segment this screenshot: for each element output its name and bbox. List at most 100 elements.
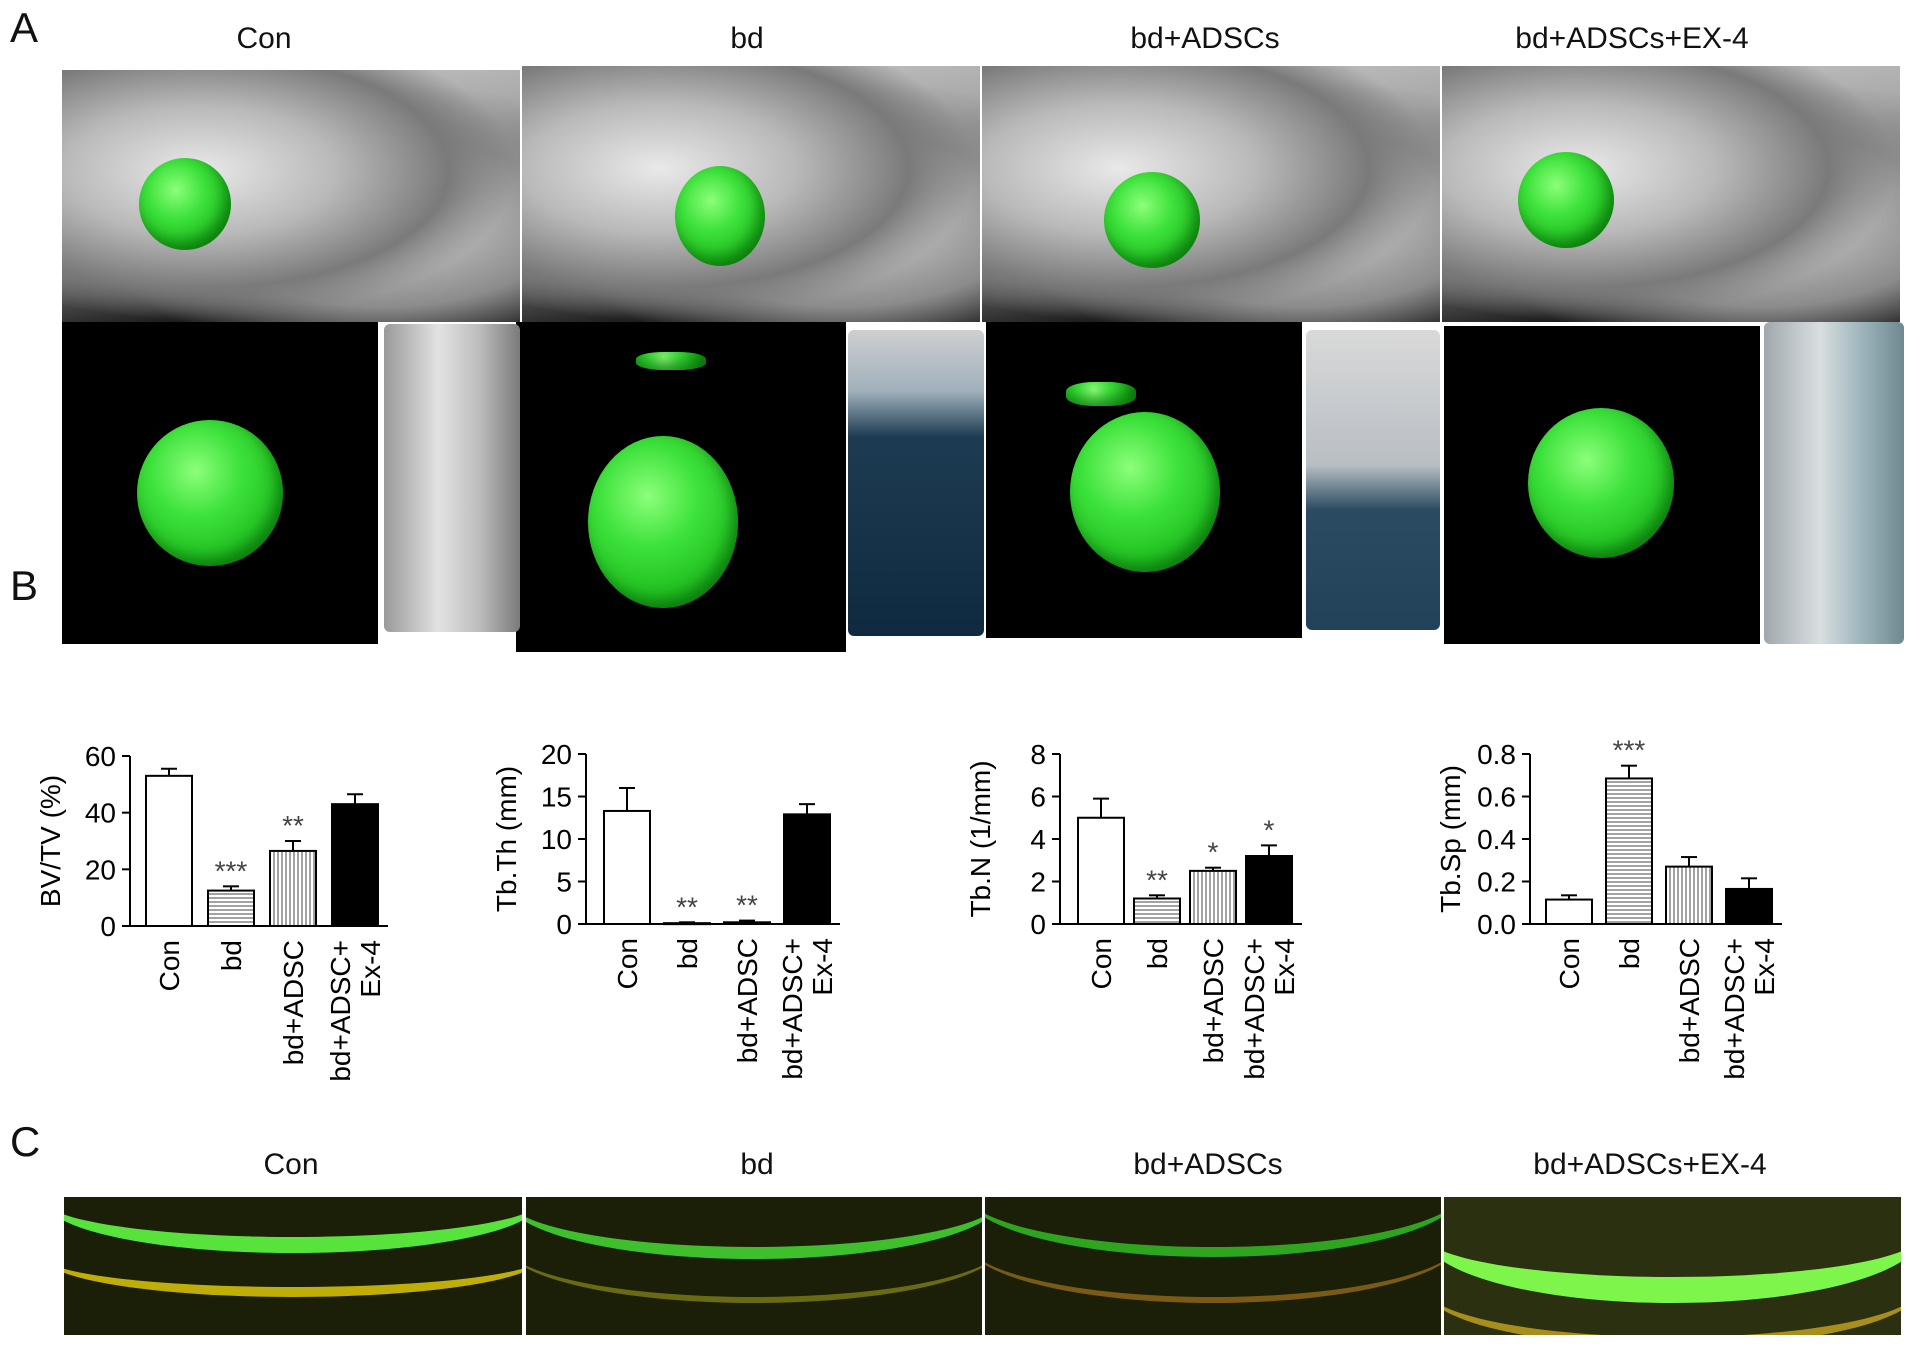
significance-mark: * bbox=[1208, 837, 1219, 868]
panel-a-title-bd: bd bbox=[730, 22, 764, 55]
bar-bd-adsc-ex-4 bbox=[1725, 887, 1773, 925]
significance-mark: ** bbox=[736, 890, 758, 921]
bar-con bbox=[1077, 816, 1125, 925]
y-tick-label: 0.2 bbox=[1477, 867, 1516, 898]
microct-con-cylinder bbox=[384, 324, 520, 632]
fluorescence-bd-adscs bbox=[985, 1197, 1441, 1335]
x-tick-label: Con bbox=[1086, 938, 1117, 989]
significance-mark: ** bbox=[1146, 864, 1168, 895]
y-axis-label: Tb.N (1/mm) bbox=[965, 760, 996, 917]
microct-bd-overview bbox=[522, 66, 980, 322]
y-tick-label: 60 bbox=[85, 741, 116, 772]
x-tick-label: Con bbox=[154, 940, 185, 991]
bar-bd-adsc bbox=[1189, 869, 1237, 925]
x-tick-label: Ex-4 bbox=[1749, 938, 1780, 996]
x-tick-label: bd+ADSC+ bbox=[1719, 938, 1750, 1080]
bar-bd-adsc bbox=[269, 849, 317, 928]
x-tick-label: bd+ADSC bbox=[1674, 938, 1705, 1063]
x-tick-label: bd+ADSC bbox=[732, 938, 763, 1063]
x-tick-label: bd+ADSC bbox=[278, 940, 309, 1065]
roi-disc bbox=[139, 158, 231, 250]
significance-mark: ** bbox=[282, 810, 304, 841]
x-tick-label: bd bbox=[1614, 938, 1645, 969]
yellow-band bbox=[985, 1197, 1441, 1303]
significance-mark: * bbox=[1264, 814, 1275, 845]
x-tick-label: Ex-4 bbox=[355, 940, 386, 998]
bar-con bbox=[145, 774, 193, 928]
bar-bd bbox=[663, 922, 711, 926]
chart-2: 0 5 10 15 20 Tb.Th (mm) Con ** bd ** bd+ADSC bd+ADS… bbox=[491, 739, 840, 1080]
y-tick-label: 20 bbox=[85, 854, 116, 885]
x-tick-label: Ex-4 bbox=[1269, 938, 1300, 996]
y-tick-label: 0 bbox=[1030, 909, 1046, 940]
yellow-band bbox=[64, 1217, 522, 1297]
y-axis-label: Tb.Sp (mm) bbox=[1435, 765, 1466, 913]
microct-bd-cylinder bbox=[848, 330, 984, 636]
roi-disc bbox=[1518, 152, 1614, 248]
panel-c-title-bd-adscs-ex4: bd+ADSCs+EX-4 bbox=[1533, 1148, 1767, 1181]
y-axis-label: Tb.Th (mm) bbox=[491, 766, 522, 912]
y-tick-label: 10 bbox=[541, 824, 572, 855]
bar-bd-adsc bbox=[1665, 865, 1713, 925]
panel-c-title-bd-adscs: bd+ADSCs bbox=[1133, 1148, 1283, 1181]
y-tick-label: 2 bbox=[1030, 867, 1046, 898]
roi-disc bbox=[588, 436, 738, 608]
panel-c-title-bd: bd bbox=[740, 1148, 774, 1181]
panel-label-c: C bbox=[10, 1118, 41, 1165]
x-tick-label: bd bbox=[216, 940, 247, 971]
roi-disc bbox=[137, 420, 283, 566]
bar-bd-adsc bbox=[723, 921, 771, 926]
y-tick-label: 6 bbox=[1030, 782, 1046, 813]
y-tick-label: 0.8 bbox=[1477, 739, 1516, 770]
x-tick-label: bd bbox=[1142, 938, 1173, 969]
microct-bd-adscs-cylinder bbox=[1306, 330, 1440, 630]
fluorescence-con bbox=[64, 1197, 522, 1335]
x-tick-label: Ex-4 bbox=[807, 938, 838, 996]
y-tick-label: 40 bbox=[85, 798, 116, 829]
y-tick-label: 0 bbox=[100, 911, 116, 942]
microct-con-overview bbox=[62, 70, 520, 322]
bar-bd bbox=[1605, 777, 1653, 925]
roi-disc bbox=[1528, 408, 1674, 558]
x-tick-label: bd+ADSC+ bbox=[325, 940, 356, 1082]
chart-4: 0.0 0.2 0.4 0.6 0.8 Tb.Sp (mm) Con *** bd bd+ADSC… bbox=[1435, 735, 1782, 1080]
y-tick-label: 8 bbox=[1030, 739, 1046, 770]
bar-bd bbox=[1133, 897, 1181, 925]
y-tick-label: 5 bbox=[556, 867, 572, 898]
bar-con bbox=[603, 809, 651, 925]
panel-c-title-con: Con bbox=[263, 1148, 319, 1181]
x-tick-label: bd+ADSC+ bbox=[1239, 938, 1270, 1080]
significance-mark: *** bbox=[1613, 735, 1646, 766]
roi-disc bbox=[1070, 412, 1220, 572]
bar-bd-adsc-ex-4 bbox=[1245, 855, 1293, 925]
significance-mark: *** bbox=[215, 855, 248, 886]
chart-1: 0 20 40 60 BV/TV (%) Con *** bd ** bd+ADSC bd+ADSC… bbox=[35, 741, 388, 1082]
y-tick-label: 0 bbox=[556, 909, 572, 940]
roi-fragment bbox=[636, 352, 706, 370]
bar-bd-adsc-ex-4 bbox=[331, 803, 379, 927]
microct-bd-adscs-ex4-cylinder bbox=[1764, 322, 1904, 644]
yellow-band bbox=[526, 1197, 982, 1303]
roi-fragment bbox=[1066, 382, 1136, 406]
panel-label-b: B bbox=[10, 562, 39, 609]
panel-a-title-con: Con bbox=[236, 22, 292, 55]
x-tick-label: bd bbox=[672, 938, 703, 969]
x-tick-label: Con bbox=[1554, 938, 1585, 989]
microct-bd-adscs-overview bbox=[982, 66, 1440, 322]
roi-disc bbox=[1104, 172, 1200, 268]
fluorescence-bd bbox=[526, 1197, 982, 1335]
bar-bd bbox=[207, 889, 255, 927]
significance-mark: ** bbox=[676, 891, 698, 922]
microct-bd-roi bbox=[516, 322, 846, 652]
microct-bd-adscs-ex4-roi bbox=[1444, 326, 1760, 644]
x-tick-label: bd+ADSC+ bbox=[777, 938, 808, 1080]
microct-con-roi bbox=[62, 322, 378, 644]
roi-disc bbox=[675, 166, 765, 266]
microct-bd-adscs-roi bbox=[986, 322, 1302, 638]
fluorescence-bd-adscs-ex4 bbox=[1444, 1197, 1901, 1335]
yellow-band bbox=[1444, 1227, 1901, 1335]
x-tick-label: bd+ADSC bbox=[1198, 938, 1229, 1063]
y-tick-label: 0.0 bbox=[1477, 909, 1516, 940]
panel-a-title-bd-adscs: bd+ADSCs bbox=[1130, 22, 1280, 55]
